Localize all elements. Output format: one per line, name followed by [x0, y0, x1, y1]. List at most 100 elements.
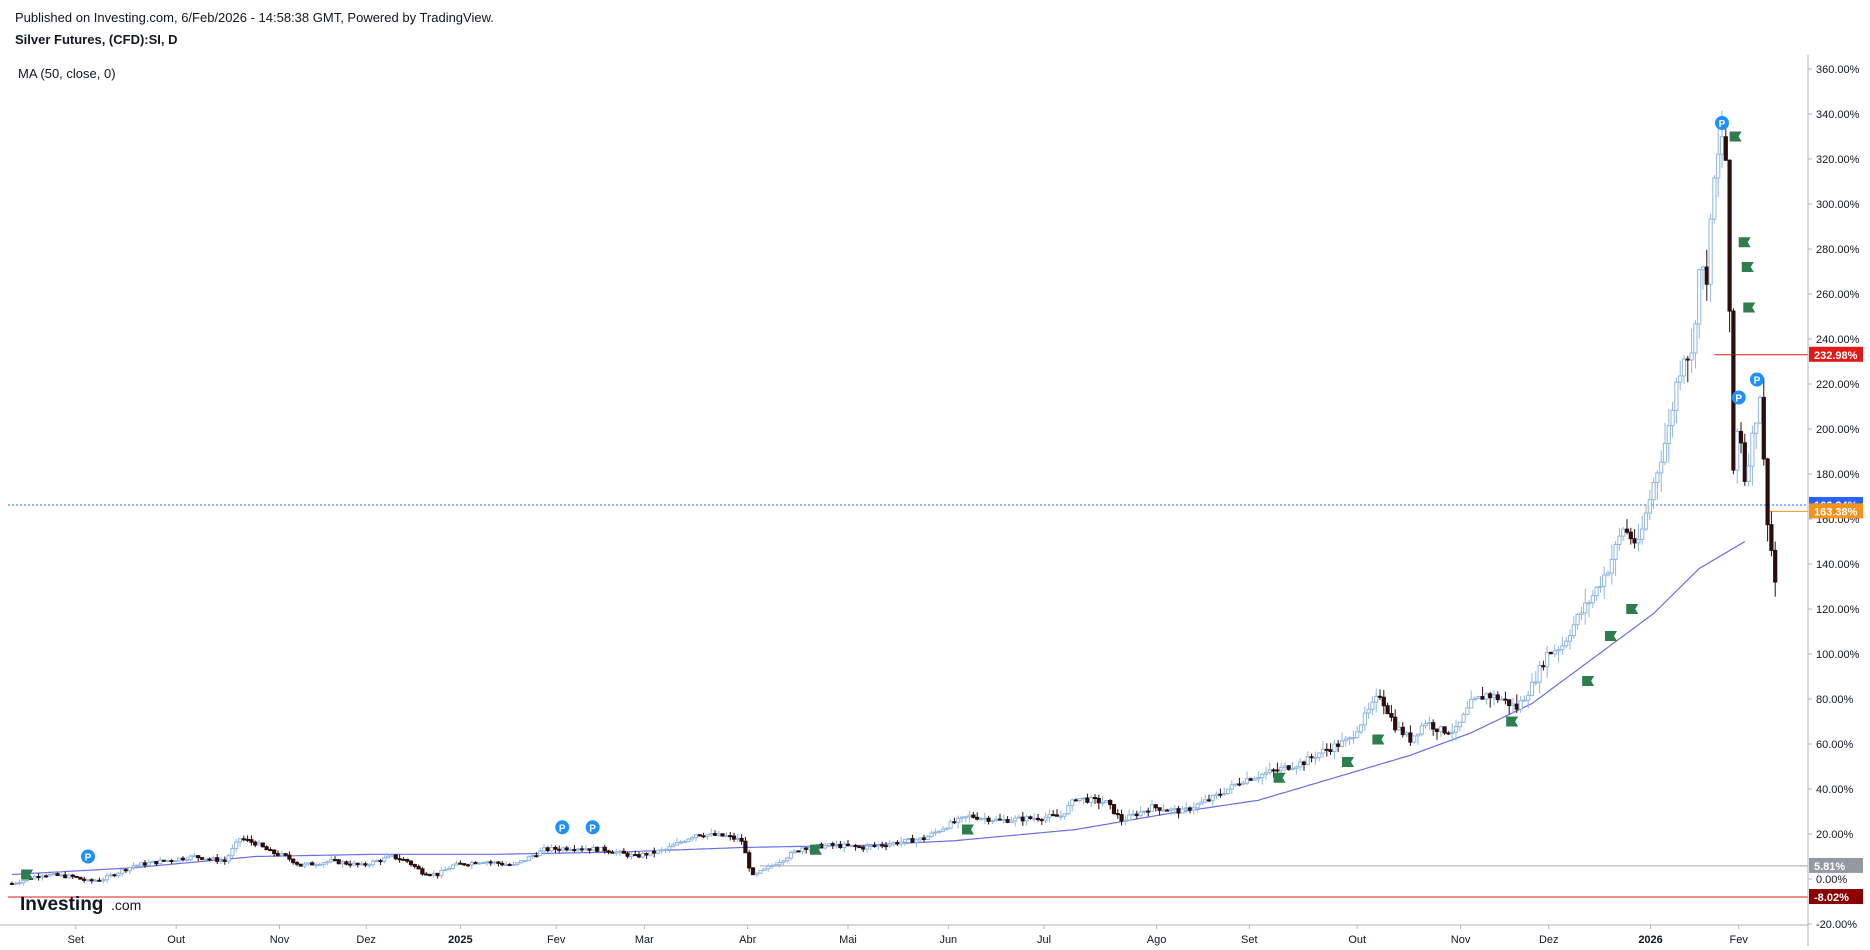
candle-body[interactable] — [891, 841, 896, 845]
candle-body[interactable] — [1298, 761, 1303, 768]
candle-body[interactable] — [1366, 708, 1371, 714]
candle-body[interactable] — [473, 862, 478, 865]
candle-body[interactable] — [944, 827, 949, 830]
candle-body[interactable] — [348, 863, 353, 866]
candle-body[interactable] — [283, 853, 288, 856]
candle-body[interactable] — [1009, 820, 1014, 823]
candle-body[interactable] — [906, 838, 911, 841]
candle-body[interactable] — [1632, 538, 1637, 544]
candle-body[interactable] — [458, 862, 463, 865]
candle-body[interactable] — [1225, 788, 1231, 794]
candle-body[interactable] — [127, 866, 132, 872]
candle-body[interactable] — [576, 848, 581, 851]
candle-body[interactable] — [1689, 352, 1694, 361]
candle-body[interactable] — [777, 861, 782, 866]
candle-body[interactable] — [230, 848, 235, 857]
candle-body[interactable] — [1161, 809, 1166, 812]
candle-body[interactable] — [1754, 422, 1759, 434]
candle-body[interactable] — [747, 852, 752, 869]
candle-body[interactable] — [1583, 602, 1588, 614]
candle-body[interactable] — [1286, 765, 1291, 770]
candle-body[interactable] — [1590, 595, 1595, 604]
candle-body[interactable] — [728, 835, 733, 838]
candle-body[interactable] — [1111, 804, 1117, 815]
candle-body[interactable] — [241, 838, 246, 841]
candle-body[interactable] — [1757, 396, 1763, 424]
candle-body[interactable] — [986, 817, 991, 822]
candle-body[interactable] — [1020, 816, 1025, 822]
candle-body[interactable] — [693, 834, 699, 839]
candle-body[interactable] — [161, 859, 167, 862]
candle-body[interactable] — [1085, 797, 1090, 803]
candle-body[interactable] — [1571, 624, 1576, 637]
candle-body[interactable] — [1313, 756, 1318, 759]
candle-body[interactable] — [9, 883, 15, 885]
candle-body[interactable] — [1073, 799, 1079, 802]
candle-body[interactable] — [659, 849, 664, 852]
candle-body[interactable] — [321, 862, 326, 866]
candle-body[interactable] — [355, 862, 360, 866]
candle-body[interactable] — [55, 873, 60, 876]
candle-body[interactable] — [842, 843, 847, 849]
candle-body[interactable] — [557, 848, 562, 851]
candle-body[interactable] — [249, 839, 254, 843]
candle-body[interactable] — [1005, 819, 1010, 823]
candle-body[interactable] — [431, 872, 436, 876]
candle-body[interactable] — [921, 837, 927, 840]
flag-icon[interactable] — [1729, 131, 1742, 142]
candle-body[interactable] — [123, 869, 129, 872]
candle-body[interactable] — [1537, 665, 1542, 683]
candle-body[interactable] — [823, 844, 828, 849]
candle-body[interactable] — [724, 835, 729, 838]
candle-body[interactable] — [568, 849, 573, 852]
candle-body[interactable] — [1108, 800, 1113, 806]
candle-body[interactable] — [1199, 801, 1204, 805]
candle-body[interactable] — [1408, 732, 1413, 743]
candle-body[interactable] — [218, 859, 224, 862]
candle-body[interactable] — [1077, 798, 1082, 801]
candle-body[interactable] — [1062, 813, 1067, 817]
candle-body[interactable] — [226, 855, 231, 862]
candle-body[interactable] — [671, 844, 676, 848]
candle-body[interactable] — [1586, 602, 1592, 605]
candle-body[interactable] — [937, 830, 942, 833]
candle-body[interactable] — [1214, 793, 1219, 797]
candle-body[interactable] — [553, 846, 558, 850]
candle-body[interactable] — [978, 817, 984, 820]
candle-body[interactable] — [1168, 808, 1174, 811]
candle-body[interactable] — [731, 835, 737, 840]
candle-body[interactable] — [735, 837, 740, 840]
candle-body[interactable] — [914, 839, 919, 843]
candle-body[interactable] — [1522, 699, 1527, 702]
candle-body[interactable] — [1564, 640, 1569, 647]
candles[interactable] — [9, 110, 1778, 886]
candle-body[interactable] — [1613, 543, 1618, 560]
candle-body[interactable] — [868, 845, 873, 848]
candle-body[interactable] — [484, 861, 490, 864]
candle-body[interactable] — [519, 860, 524, 864]
candle-body[interactable] — [108, 874, 113, 877]
x-axis[interactable]: Set Out Nov Dez 2025 Fev Mar Abr Mai Jun Jul Ago Set… — [0, 924, 1808, 946]
candle-body[interactable] — [652, 850, 657, 854]
candle-body[interactable] — [93, 879, 98, 882]
candle-body[interactable] — [1309, 756, 1314, 759]
candle-body[interactable] — [13, 882, 18, 885]
candle-body[interactable] — [408, 860, 414, 866]
candle-body[interactable] — [1351, 737, 1356, 740]
candle-body[interactable] — [982, 817, 987, 820]
candle-body[interactable] — [1089, 797, 1094, 803]
candle-body[interactable] — [1066, 805, 1071, 815]
candle-body[interactable] — [1115, 813, 1120, 816]
candle-body[interactable] — [1415, 733, 1421, 737]
candle-body[interactable] — [146, 862, 151, 866]
candle-body[interactable] — [1560, 645, 1565, 651]
candle-body[interactable] — [876, 844, 881, 847]
candle-body[interactable] — [1032, 817, 1037, 820]
candle-body[interactable] — [1252, 778, 1257, 781]
candle-body[interactable] — [830, 843, 835, 846]
candle-body[interactable] — [1431, 722, 1436, 730]
flag-icon[interactable] — [810, 844, 822, 855]
candle-body[interactable] — [1647, 499, 1652, 514]
candle-body[interactable] — [215, 857, 220, 862]
